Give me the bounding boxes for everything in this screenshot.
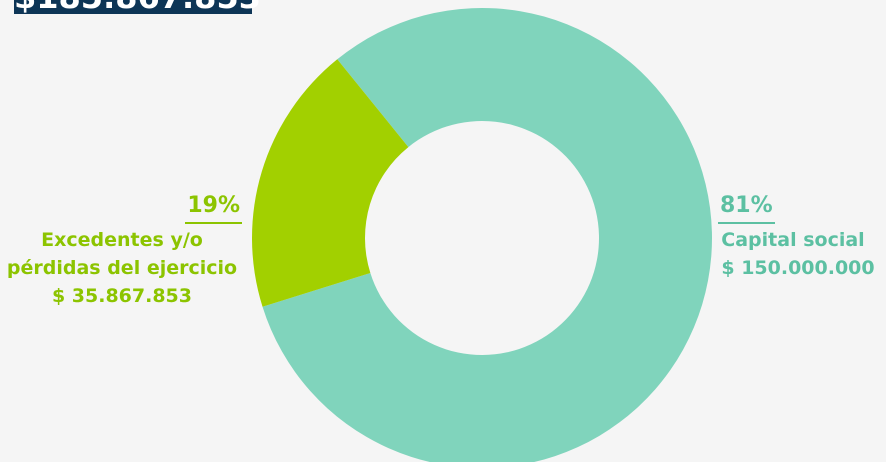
teal-label: 81% Capital social $ 150.000.000 [718, 192, 878, 282]
percent-label: 81% [718, 192, 775, 224]
green-label: 19% Excedentes y/o pérdidas del ejercici… [2, 192, 242, 310]
category-label: Excedentes y/o pérdidas del ejercicio [6, 229, 238, 279]
amount-label: $ 35.867.853 [51, 285, 193, 307]
amount-label: $ 150.000.000 [721, 257, 875, 279]
donut-slice [251, 59, 409, 307]
percent-label: 19% [185, 192, 242, 224]
total-title: $185.867.853 [14, 0, 261, 16]
donut-slice [262, 8, 712, 462]
category-label: Capital social [721, 229, 865, 251]
